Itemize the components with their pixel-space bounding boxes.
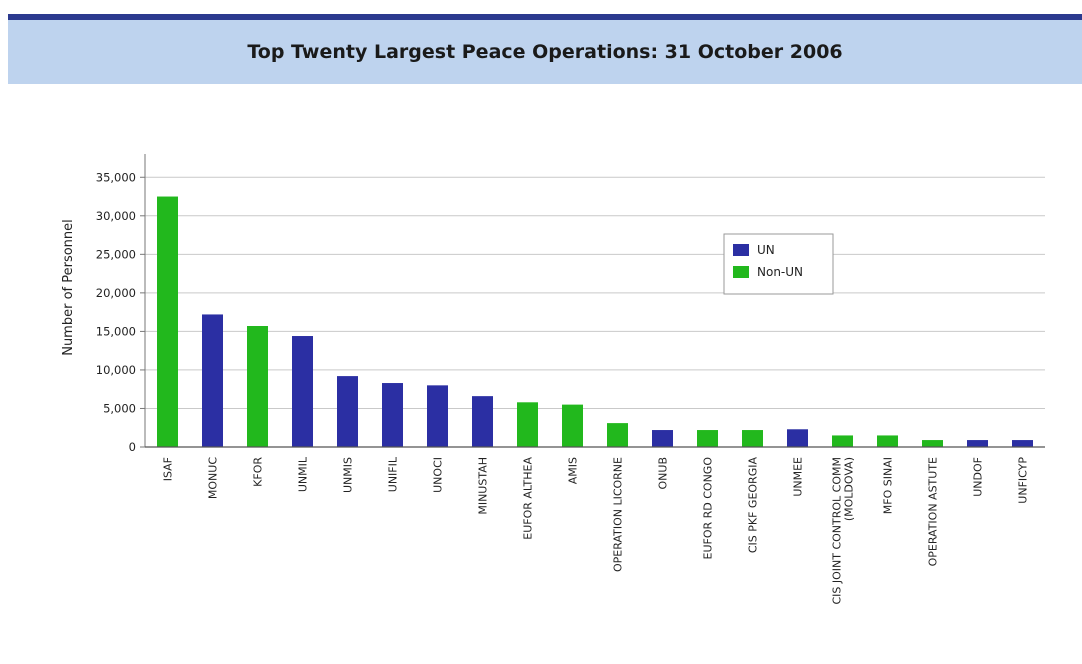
x-tick-label: UNMIL (297, 456, 310, 492)
bar-cis-joint-control-comm-moldova (832, 435, 853, 447)
bar-unficyp (1012, 440, 1033, 447)
y-tick-label: 35,000 (96, 170, 136, 184)
bar-monuc (202, 314, 223, 447)
x-tick-label: EUFOR ALTHEA (522, 457, 535, 540)
y-tick-label: 25,000 (96, 247, 136, 261)
legend-box (723, 233, 834, 295)
x-tick-label: UNMIS (342, 457, 355, 493)
y-tick-label: 30,000 (96, 209, 136, 223)
x-tick-label: UNFICYP (1017, 457, 1030, 504)
legend: UN Non-UN (723, 233, 834, 295)
x-tick-label: AMIS (567, 457, 580, 484)
bar-minustah (472, 396, 493, 447)
bar-chart: 0 5,000 10,000 15,000 20,000 25,000 30,000 35,0… (61, 154, 1045, 605)
x-tick-label: EUFOR RD CONGO (702, 457, 715, 560)
bar-unmee (787, 429, 808, 447)
bar-amis (562, 404, 583, 447)
bar-eufor-rd-congo (697, 430, 718, 447)
x-tick-label: ONUB (657, 457, 670, 489)
bar-mfo-sinai (877, 435, 898, 447)
legend-swatch-non-un (733, 266, 749, 278)
legend-swatch-un (733, 244, 749, 256)
bar-unifil (382, 383, 403, 447)
bar-onub (652, 430, 673, 447)
bar-unmil (292, 336, 313, 447)
x-tick-label: MINUSTAH (477, 457, 490, 515)
top-rule (8, 14, 1082, 20)
y-tick-label: 10,000 (96, 363, 136, 377)
x-tick-label: ISAF (162, 457, 175, 481)
legend-label: Non-UN (757, 265, 803, 279)
x-tick-label: OPERATION LICORNE (612, 457, 625, 572)
bar-isaf (157, 196, 178, 447)
title-banner: Top Twenty Largest Peace Operations: 31 … (8, 20, 1082, 84)
chart-title: Top Twenty Largest Peace Operations: 31 … (247, 41, 843, 63)
y-axis-ticks: 0 5,000 10,000 15,000 20,000 25,000 30,000 35,0… (96, 170, 145, 454)
legend-label: UN (757, 243, 775, 257)
x-tick-label: UNMEE (792, 457, 805, 497)
gridlines (145, 176, 1045, 448)
bar-eufor-althea (517, 402, 538, 447)
x-axis-labels: ISAF MONUC KFOR UNMIL UNMIS UNIFIL UNOCI MINUST… (162, 456, 1030, 604)
bar-cis-pkf-georgia (742, 430, 763, 447)
x-tick-label: UNIFIL (387, 456, 400, 492)
x-tick-label: CIS JOINT CONTROL COMM(MOLDOVA) (830, 457, 855, 605)
bar-operation-astute (922, 440, 943, 447)
y-tick-label: 0 (129, 440, 136, 454)
bar-unmis (337, 376, 358, 447)
x-tick-label: UNOCI (432, 457, 445, 493)
bar-unoci (427, 385, 448, 447)
x-tick-label: MFO SINAI (882, 457, 895, 514)
x-tick-label: OPERATION ASTUTE (927, 457, 940, 566)
bar-operation-licorne (607, 423, 628, 447)
bar-kfor (247, 326, 268, 447)
y-axis-title: Number of Personnel (61, 219, 76, 356)
y-tick-label: 20,000 (96, 286, 136, 300)
x-tick-label: UNDOF (972, 457, 985, 497)
bars (157, 196, 1033, 447)
bar-undof (967, 440, 988, 447)
x-tick-label: MONUC (207, 457, 220, 499)
x-tick-label: KFOR (252, 457, 265, 487)
x-tick-label: CIS PKF GEORGIA (747, 457, 760, 554)
y-tick-label: 15,000 (96, 324, 136, 338)
y-tick-label: 5,000 (103, 401, 136, 415)
